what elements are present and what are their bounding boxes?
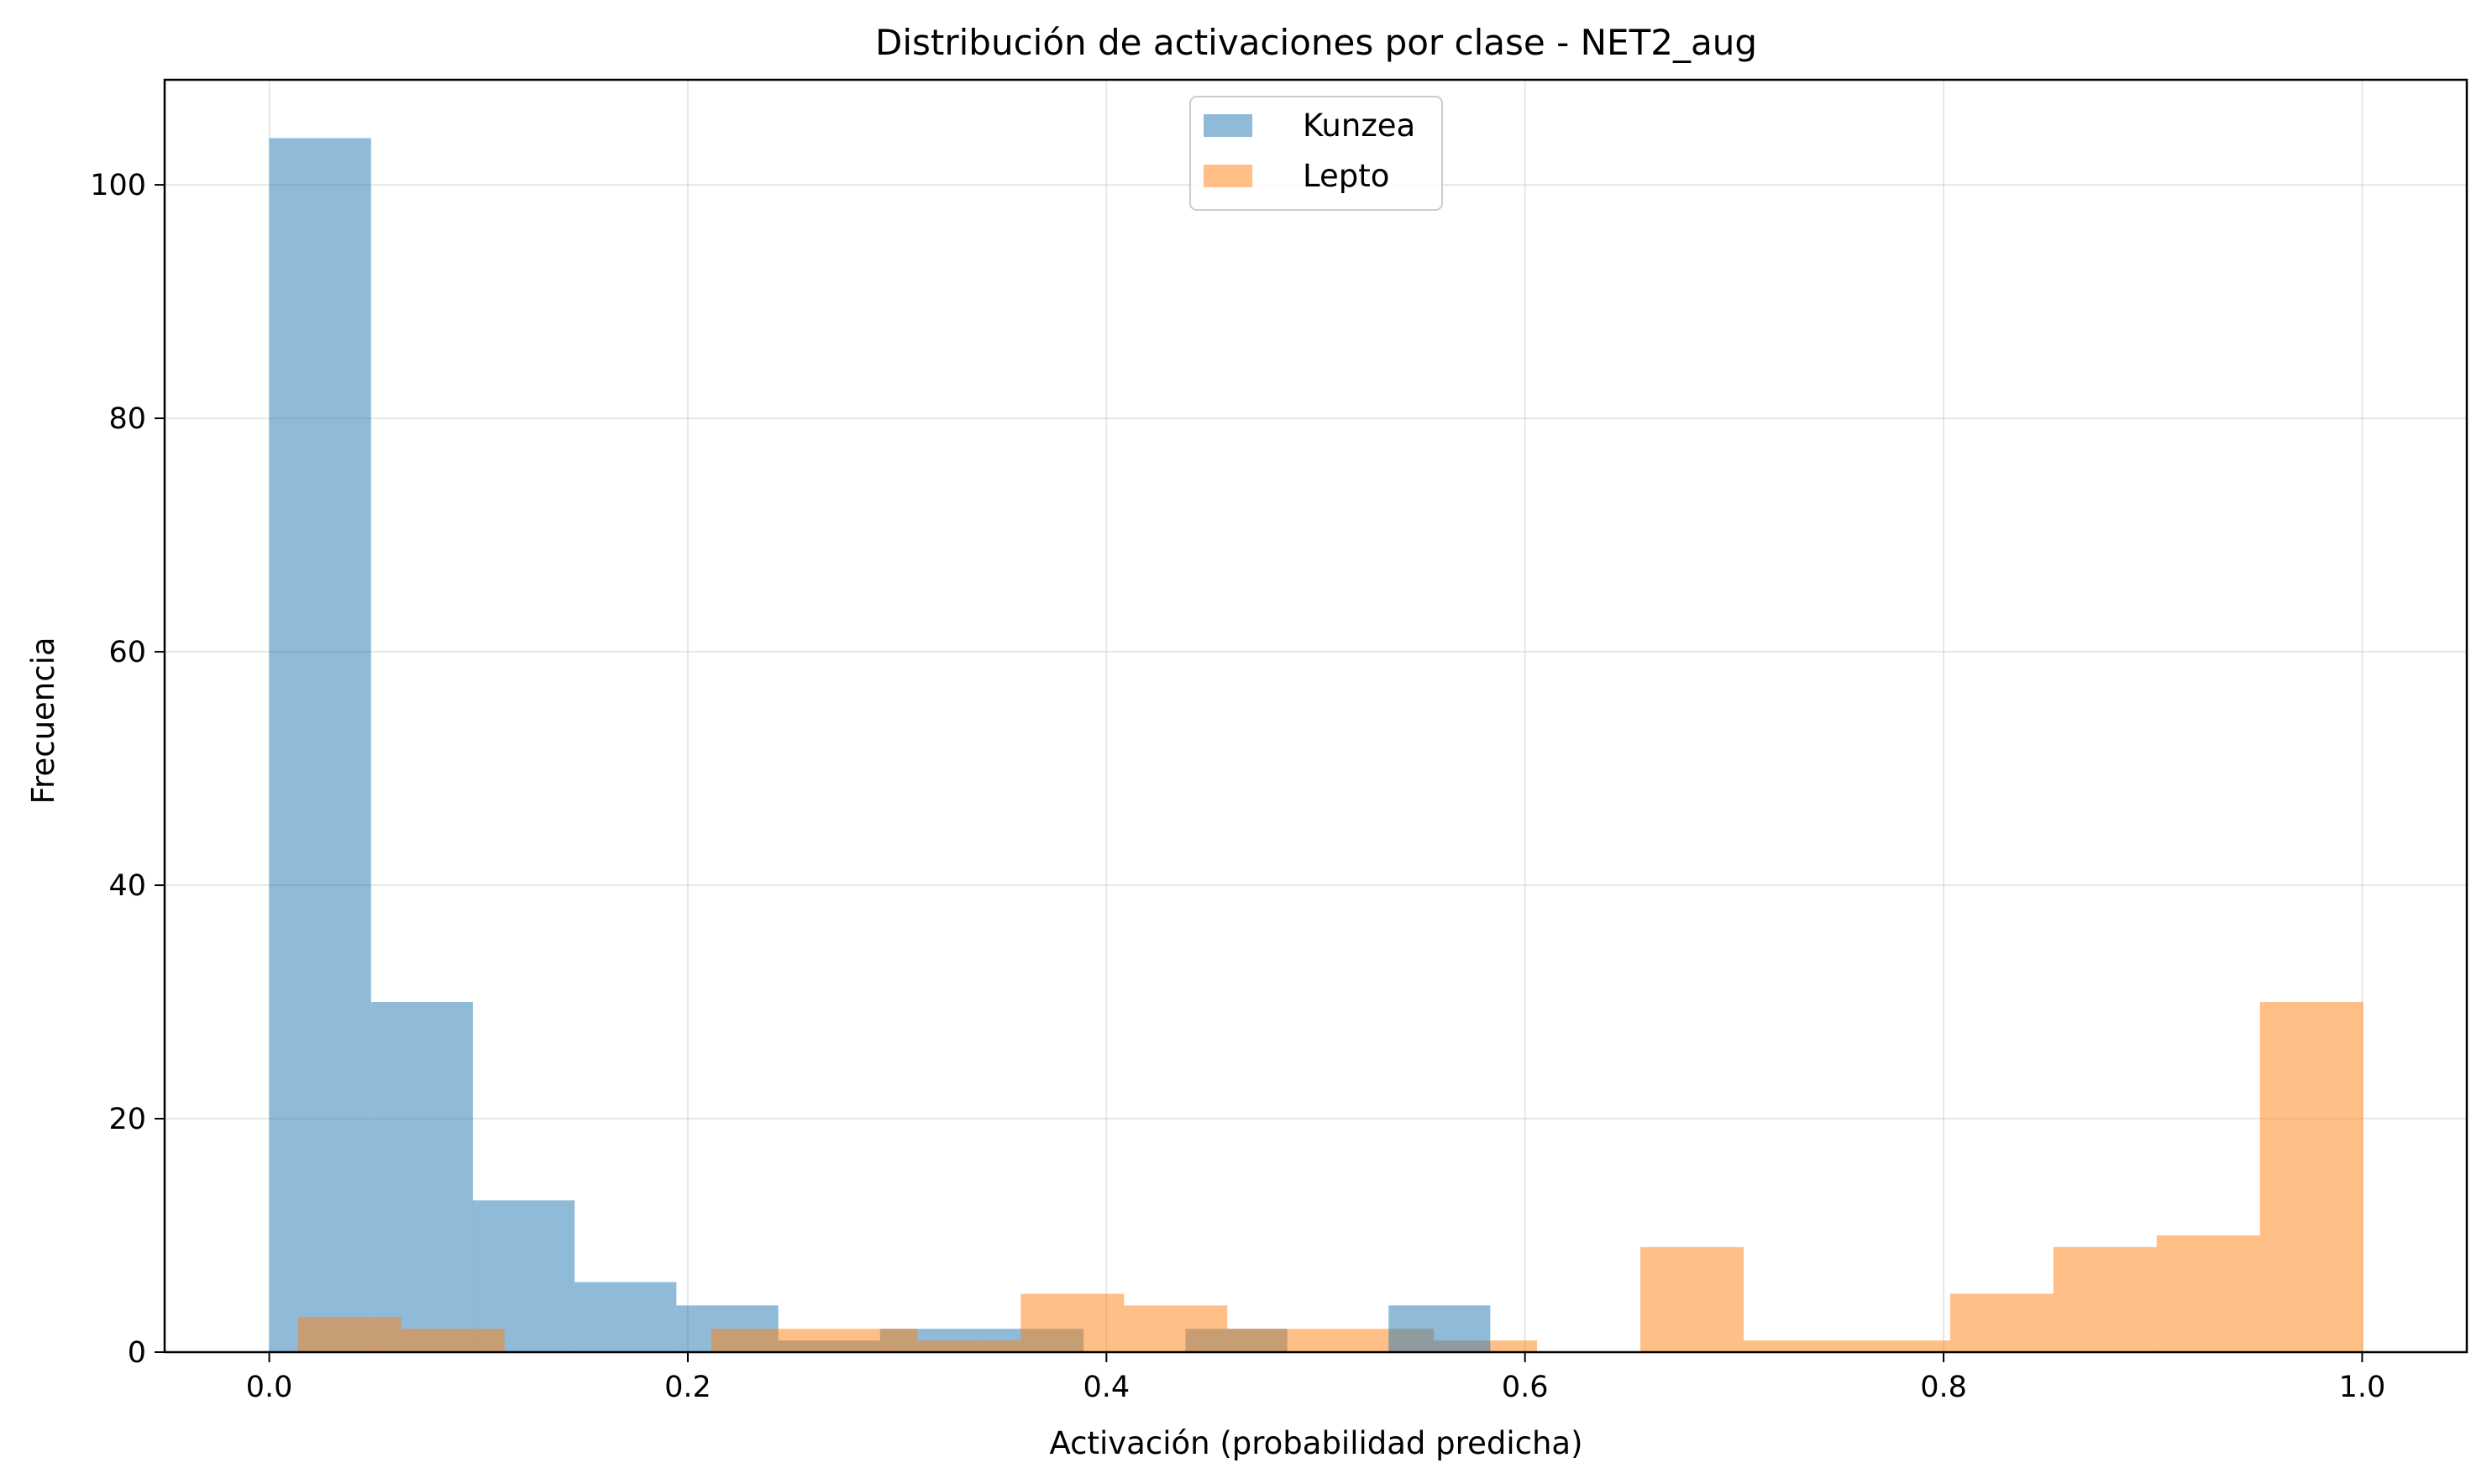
bar-lepto [297, 1317, 401, 1352]
bar-lepto [917, 1340, 1021, 1352]
x-tick-label: 1.0 [2339, 1371, 2386, 1404]
y-axis-label: Frecuencia [25, 637, 61, 804]
axes-frame [163, 78, 2468, 1354]
y-tick-label: 60 [108, 636, 146, 669]
x-tick-label: 0.0 [246, 1371, 293, 1404]
y-tick-label: 100 [90, 169, 146, 202]
chart-title: Distribución de activaciones por clase -… [875, 22, 1757, 63]
bar-lepto [2259, 1002, 2363, 1352]
legend-label-lepto: Lepto [1303, 158, 1389, 194]
bar-lepto [1949, 1293, 2054, 1352]
bar-lepto [814, 1329, 918, 1352]
bar-lepto [2156, 1235, 2260, 1352]
y-tick-label: 40 [108, 869, 146, 903]
bar-kunzea [269, 138, 371, 1353]
bar-lepto [1020, 1293, 1125, 1352]
bar-kunzea [1388, 1305, 1491, 1352]
bar-lepto [1124, 1305, 1228, 1352]
bar-lepto [1640, 1246, 1744, 1352]
axis-ticks: 0.0 0.2 0.4 0.6 0.8 1.0 0 20 40 60 80 100 [90, 169, 2385, 1404]
x-tick-label: 0.2 [664, 1371, 711, 1404]
bar-lepto [2053, 1246, 2157, 1352]
y-tick-label: 20 [108, 1103, 146, 1136]
legend-box [1189, 96, 1443, 211]
bar-lepto [1846, 1340, 1950, 1352]
legend-label-kunzea: Kunzea [1303, 107, 1415, 144]
legend-swatch-lepto [1204, 165, 1252, 187]
bar-kunzea [472, 1200, 575, 1352]
x-tick-label: 0.8 [1920, 1371, 1967, 1404]
bar-kunzea [370, 1002, 473, 1352]
bars [269, 138, 2363, 1353]
y-tick-label: 80 [108, 402, 146, 436]
y-tick-label: 0 [128, 1336, 146, 1370]
bar-lepto [1227, 1329, 1331, 1352]
x-axis-label: Activación (probabilidad predicha) [1050, 1425, 1583, 1461]
bar-lepto [711, 1329, 815, 1352]
x-tick-label: 0.4 [1083, 1371, 1130, 1404]
legend-swatch-kunzea [1204, 114, 1252, 137]
legend: Kunzea Lepto [1189, 96, 1443, 211]
x-tick-label: 0.6 [1502, 1371, 1549, 1404]
bar-lepto [1743, 1340, 1847, 1352]
bar-lepto [401, 1329, 505, 1352]
bar-kunzea [574, 1282, 677, 1352]
